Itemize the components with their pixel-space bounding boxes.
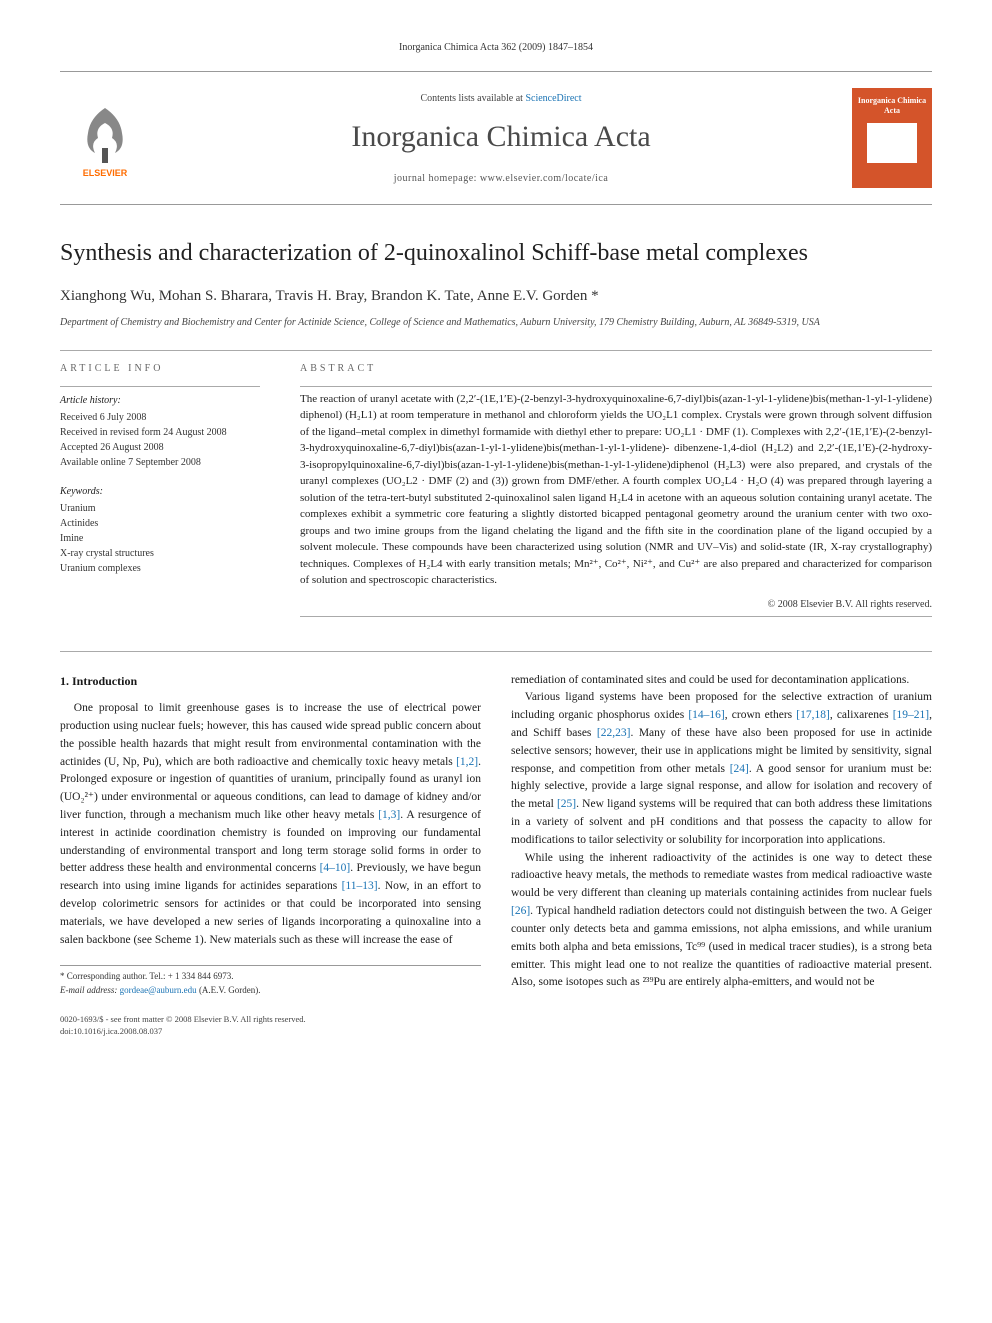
body-paragraph: Various ligand systems have been propose… [511, 689, 932, 849]
history-accepted: Accepted 26 August 2008 [60, 440, 260, 455]
author-list: Xianghong Wu, Mohan S. Bharara, Travis H… [60, 285, 932, 308]
abstract-label: ABSTRACT [300, 355, 932, 382]
abstract-copyright: © 2008 Elsevier B.V. All rights reserved… [300, 597, 932, 612]
body-col-right: remediation of contaminated sites and co… [511, 672, 932, 1039]
contents-list-line: Contents lists available at ScienceDirec… [150, 91, 852, 106]
divider [60, 651, 932, 652]
keyword: Uranium complexes [60, 561, 260, 576]
body-paragraph: While using the inherent radioactivity o… [511, 850, 932, 993]
body-two-col: 1. Introduction One proposal to limit gr… [60, 672, 932, 1039]
journal-homepage: journal homepage: www.elsevier.com/locat… [150, 171, 852, 186]
front-matter-meta: 0020-1693/$ - see front matter © 2008 El… [60, 1014, 481, 1038]
divider [60, 350, 932, 351]
sciencedirect-link[interactable]: ScienceDirect [525, 93, 581, 104]
journal-cover-thumb: Inorganica Chimica Acta [852, 88, 932, 188]
publisher-logo-block: ELSEVIER [60, 88, 150, 188]
page: Inorganica Chimica Acta 362 (2009) 1847–… [0, 0, 992, 1078]
body-paragraph: One proposal to limit greenhouse gases i… [60, 700, 481, 949]
doi-line: doi:10.1016/j.ica.2008.08.037 [60, 1026, 481, 1038]
citation[interactable]: [19–21] [893, 709, 929, 721]
cover-title: Inorganica Chimica Acta [856, 96, 928, 115]
abstract-text: The reaction of uranyl acetate with (2,2… [300, 391, 932, 589]
footnotes: * Corresponding author. Tel.: + 1 334 84… [60, 965, 481, 998]
citation[interactable]: [17,18] [796, 709, 830, 721]
keyword: X-ray crystal structures [60, 546, 260, 561]
citation[interactable]: [11–13] [342, 880, 378, 892]
keyword: Uranium [60, 501, 260, 516]
issn-line: 0020-1693/$ - see front matter © 2008 El… [60, 1014, 481, 1026]
article-info-label: ARTICLE INFO [60, 355, 260, 382]
citation[interactable]: [4–10] [320, 862, 351, 874]
article-title: Synthesis and characterization of 2-quin… [60, 235, 932, 271]
history-label: Article history: [60, 393, 260, 408]
elsevier-tree-icon: ELSEVIER [70, 98, 140, 178]
email-suffix: (A.E.V. Gorden). [197, 985, 261, 995]
divider [60, 386, 260, 387]
citation[interactable]: [14–16] [688, 709, 724, 721]
publisher-name: ELSEVIER [83, 168, 128, 178]
citation[interactable]: [26] [511, 905, 530, 917]
body-paragraph-continuation: remediation of contaminated sites and co… [511, 672, 932, 690]
cover-image-placeholder [867, 123, 917, 163]
body-col-left: 1. Introduction One proposal to limit gr… [60, 672, 481, 1039]
email-link[interactable]: gordeae@auburn.edu [120, 985, 197, 995]
divider [300, 386, 932, 387]
email-label: E-mail address: [60, 985, 120, 995]
history-online: Available online 7 September 2008 [60, 455, 260, 470]
citation[interactable]: [24] [730, 763, 749, 775]
section-heading: 1. Introduction [60, 672, 481, 691]
corresponding-author-note: * Corresponding author. Tel.: + 1 334 84… [60, 970, 481, 984]
history-revised: Received in revised form 24 August 2008 [60, 425, 260, 440]
history-received: Received 6 July 2008 [60, 410, 260, 425]
citation[interactable]: [25] [557, 798, 576, 810]
email-line: E-mail address: gordeae@auburn.edu (A.E.… [60, 984, 481, 998]
article-info-col: ARTICLE INFO Article history: Received 6… [60, 355, 260, 621]
affiliation: Department of Chemistry and Biochemistry… [60, 316, 932, 330]
contents-prefix: Contents lists available at [420, 93, 525, 104]
citation[interactable]: [1,2] [456, 756, 478, 768]
citation[interactable]: [1,3] [378, 809, 400, 821]
masthead: ELSEVIER Contents lists available at Sci… [60, 71, 932, 205]
citation[interactable]: [22,23] [597, 727, 631, 739]
divider [300, 616, 932, 617]
keyword: Actinides [60, 516, 260, 531]
running-header: Inorganica Chimica Acta 362 (2009) 1847–… [60, 40, 932, 55]
journal-name: Inorganica Chimica Acta [150, 114, 852, 159]
abstract-col: ABSTRACT The reaction of uranyl acetate … [300, 355, 932, 621]
info-abstract-row: ARTICLE INFO Article history: Received 6… [60, 355, 932, 621]
masthead-center: Contents lists available at ScienceDirec… [150, 91, 852, 186]
keyword: Imine [60, 531, 260, 546]
keywords-label: Keywords: [60, 484, 260, 499]
